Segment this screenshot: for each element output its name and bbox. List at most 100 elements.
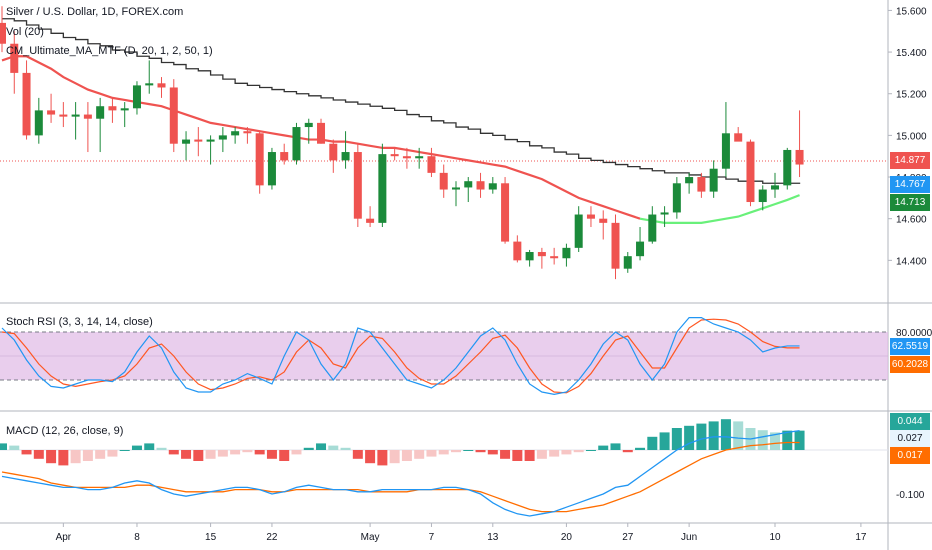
time-tick-label: Jun xyxy=(681,532,697,543)
candle-body xyxy=(501,183,510,242)
candle-body xyxy=(611,222,620,269)
candle-body xyxy=(697,177,706,192)
candle-body xyxy=(464,181,473,188)
candle-body xyxy=(329,143,338,161)
candle-body xyxy=(586,214,595,219)
macd-histogram-bar xyxy=(610,443,621,450)
macd-histogram-bar xyxy=(659,432,670,450)
candle-body xyxy=(537,252,546,257)
candle-body xyxy=(771,185,780,190)
candle-body xyxy=(550,256,559,259)
macd-histogram-bar xyxy=(352,450,363,459)
macd-histogram-bar xyxy=(647,436,658,450)
time-tick-label: 8 xyxy=(134,532,140,543)
candle-body xyxy=(623,256,632,269)
macd-histogram-bar xyxy=(328,445,339,450)
price-tick-label: 15.000 xyxy=(896,131,927,142)
macd-histogram-bar xyxy=(720,419,731,450)
stoch-d-tag: 60.2028 xyxy=(890,356,930,373)
ma-slow-line xyxy=(2,18,801,184)
macd-histogram-bar xyxy=(500,450,511,459)
macd-histogram-bar xyxy=(340,447,351,450)
macd-histogram-bar xyxy=(414,450,425,459)
ma-slow-tag: 14.767 xyxy=(890,176,930,193)
candle-body xyxy=(439,172,448,190)
volume-legend: Vol (20) xyxy=(6,26,44,38)
macd-histogram-bar xyxy=(316,443,327,450)
macd-histogram-bar xyxy=(549,450,560,457)
ma-fast-line-rising xyxy=(639,194,800,224)
macd-histogram-bar xyxy=(46,450,57,464)
candle-body xyxy=(574,214,583,248)
candle-body xyxy=(390,154,399,157)
macd-histogram-bar xyxy=(684,425,695,450)
stoch-k-tag: 62.5519 xyxy=(890,338,930,355)
candle-body xyxy=(47,110,56,115)
macd-histogram-bar xyxy=(463,450,474,451)
macd-histogram-bar xyxy=(82,450,93,461)
candle-body xyxy=(280,152,289,161)
time-tick-label: 20 xyxy=(561,532,573,543)
time-tick-label: 27 xyxy=(622,532,634,543)
macd-histogram-bar xyxy=(512,450,523,461)
macd-histogram-bar xyxy=(291,450,302,455)
macd-histogram-bar xyxy=(622,450,633,453)
macd-histogram-bar xyxy=(58,450,69,466)
candle-body xyxy=(341,152,350,161)
candle-body xyxy=(746,141,755,203)
time-tick-label: 17 xyxy=(855,532,867,543)
candle-body xyxy=(378,154,387,223)
stoch-k-line xyxy=(1,317,800,396)
candle-body xyxy=(734,133,743,142)
candle-body xyxy=(292,127,301,161)
candle-body xyxy=(415,156,424,159)
candle-body xyxy=(169,87,178,144)
candle-body xyxy=(255,133,264,186)
macd-histogram-bar xyxy=(217,450,228,457)
macd-histogram-bar xyxy=(144,443,155,450)
macd-histogram-bar xyxy=(426,450,437,457)
candle-body xyxy=(145,83,154,86)
symbol-title: Silver / U.S. Dollar, 1D, FOREX.com xyxy=(6,6,184,18)
candle-body xyxy=(10,43,19,73)
macd-histogram-bar xyxy=(107,450,118,457)
candle-body xyxy=(132,85,141,109)
macd-histogram-bar xyxy=(573,450,584,453)
macd-histogram-bar xyxy=(475,450,486,453)
price-tick-label: 14.600 xyxy=(896,215,927,226)
macd-histogram-bar xyxy=(303,447,314,450)
candle-body xyxy=(194,139,203,142)
macd-histogram-bar xyxy=(671,428,682,450)
macd-signal-line xyxy=(1,441,800,513)
macd-histogram-bar xyxy=(279,450,290,461)
candle-body xyxy=(120,108,129,111)
candle-body xyxy=(476,181,485,190)
candle-body xyxy=(783,149,792,186)
macd-histogram-bar xyxy=(95,450,106,459)
price-tick-label: 15.200 xyxy=(896,90,927,101)
macd-histogram-bar xyxy=(438,450,449,455)
candle-body xyxy=(353,152,362,219)
macd-histogram-bar xyxy=(377,450,388,466)
macd-histogram-bar xyxy=(770,432,781,450)
macd-histogram-bar xyxy=(266,450,277,459)
candle-body xyxy=(648,214,657,242)
macd-histogram-bar xyxy=(33,450,44,459)
macd-value-tag: 0.027 xyxy=(890,430,930,447)
macd-histogram-bar xyxy=(21,450,32,455)
macd-histogram-bar xyxy=(131,445,142,450)
candle-body xyxy=(636,241,645,257)
macd-axis-label: -0.100 xyxy=(896,490,925,501)
candle-body xyxy=(304,122,313,128)
macd-histogram-bar xyxy=(205,450,216,459)
candle-body xyxy=(231,131,240,136)
macd-line xyxy=(1,429,800,517)
macd-histogram-bar xyxy=(757,430,768,450)
candle-body xyxy=(243,131,252,134)
macd-histogram-bar xyxy=(598,445,609,450)
price-tick-label: 15.600 xyxy=(896,6,927,17)
candle-body xyxy=(562,247,571,259)
candle-body xyxy=(402,156,411,159)
macd-histogram-bar xyxy=(585,450,596,451)
